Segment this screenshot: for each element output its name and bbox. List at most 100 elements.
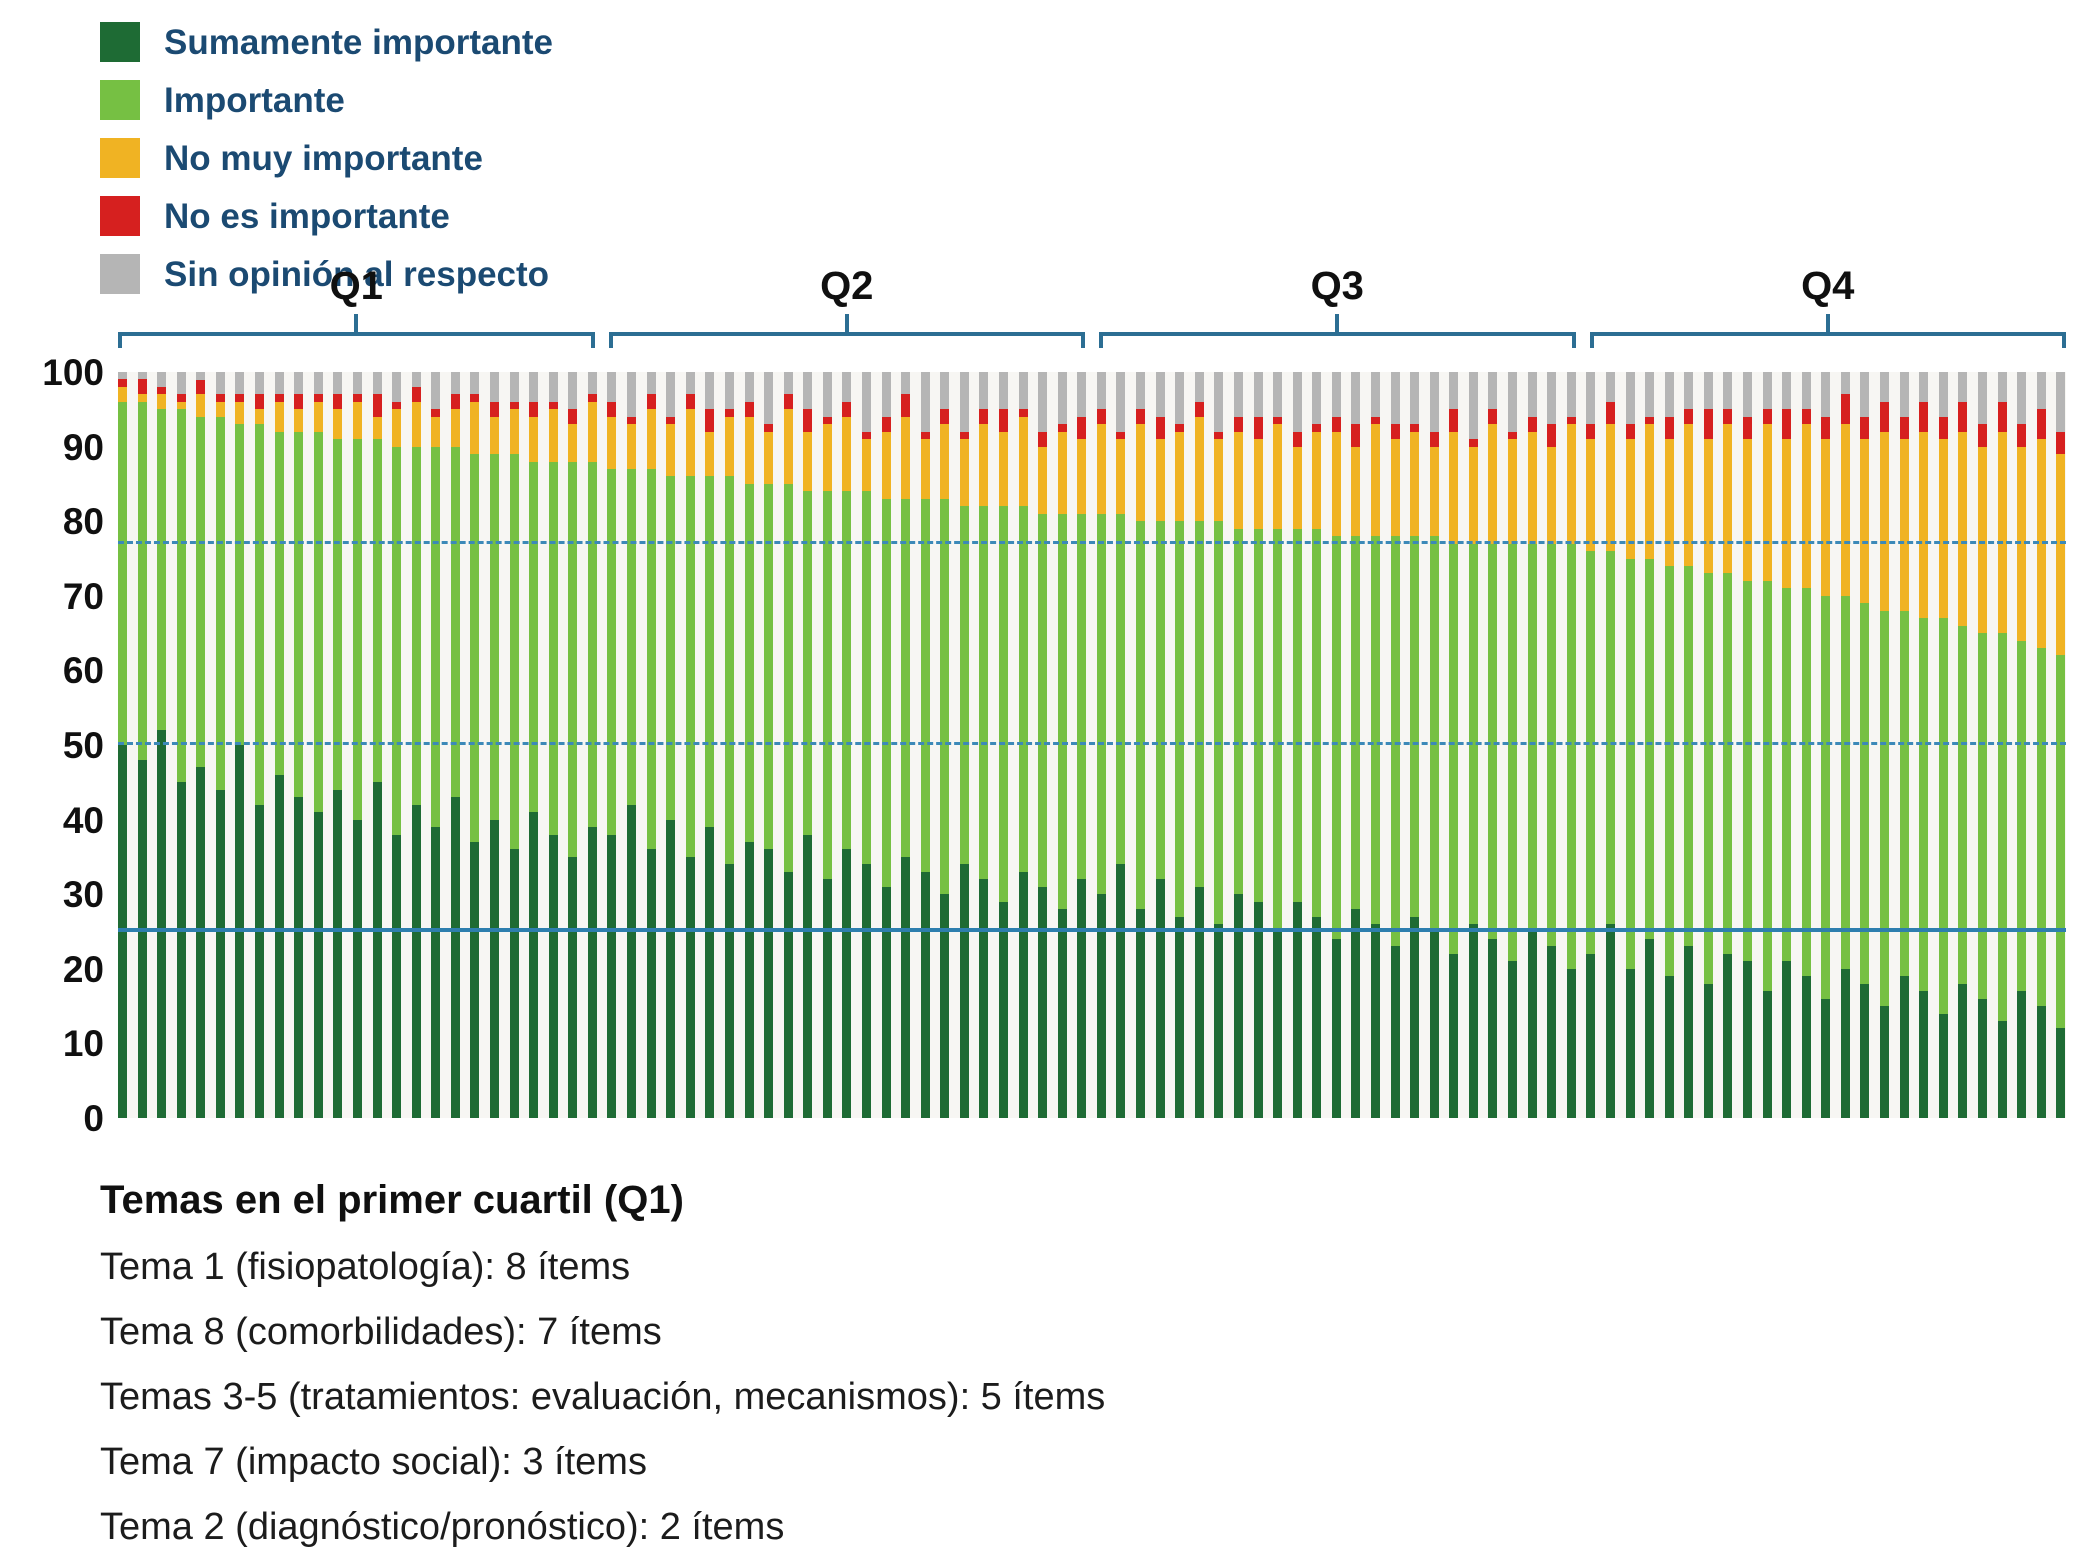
bar-segment	[1331, 431, 1341, 537]
bar-segment	[1410, 916, 1420, 1118]
bar-segment	[959, 864, 969, 1118]
bar-segment	[352, 439, 362, 820]
bar-segment	[1116, 513, 1126, 865]
stacked-bar	[1801, 372, 1811, 1118]
bar-segment	[529, 401, 539, 417]
bar-segment	[1508, 431, 1518, 440]
bar-segment	[881, 886, 891, 1118]
stacked-bar	[861, 372, 871, 1118]
bar-segment	[1547, 446, 1557, 544]
bar-segment	[352, 372, 362, 395]
bar-segment	[1273, 372, 1283, 417]
bar-segment	[1880, 610, 1890, 1007]
bar-segment	[1821, 372, 1831, 417]
bar-segment	[568, 409, 578, 425]
stacked-bar	[1605, 372, 1615, 1118]
legend-label: Sumamente importante	[164, 22, 553, 62]
bar-segment	[1958, 401, 1968, 432]
bar-segment	[1390, 946, 1400, 1118]
bar-segment	[1664, 565, 1674, 977]
stacked-bar	[1351, 372, 1361, 1118]
bar-segment	[118, 401, 127, 745]
bar-segment	[235, 745, 245, 1118]
stacked-bar	[881, 372, 891, 1118]
bar-segment	[372, 782, 382, 1118]
bar-segment	[1880, 1006, 1890, 1118]
bar-segment	[1351, 446, 1361, 537]
bar-segment	[1527, 416, 1537, 432]
bar-segment	[999, 901, 1009, 1118]
legend-label: No es importante	[164, 196, 450, 236]
legend-item: Sin opinión al respecto	[100, 254, 553, 294]
stacked-bar	[959, 372, 969, 1118]
bar-segment	[2056, 1028, 2066, 1118]
bar-segment	[1429, 536, 1439, 932]
bar-segment	[470, 841, 480, 1118]
bar-segment	[1410, 424, 1420, 432]
stacked-bar	[255, 372, 265, 1118]
bar-segment	[1801, 588, 1811, 977]
stacked-bar	[411, 372, 421, 1118]
bar-segment	[411, 372, 421, 387]
bar-segment	[627, 804, 637, 1118]
bar-segment	[744, 401, 754, 417]
bar-segment	[842, 416, 852, 492]
bar-segment	[1919, 431, 1929, 619]
bar-segment	[313, 394, 323, 402]
stacked-bar	[587, 372, 597, 1118]
bar-segment	[157, 730, 167, 1118]
bar-segment	[548, 461, 558, 835]
bar-segment	[1096, 424, 1106, 514]
bar-segment	[470, 454, 480, 842]
bar-segment	[724, 416, 734, 477]
bar-segment	[587, 461, 597, 828]
bar-segment	[333, 409, 343, 440]
bar-segment	[176, 409, 186, 783]
bar-segment	[744, 416, 754, 484]
stacked-bar	[509, 372, 519, 1118]
bar-segment	[861, 491, 871, 865]
bar-segment	[1214, 924, 1224, 1118]
stacked-bar	[724, 372, 734, 1118]
bar-segment	[1508, 543, 1518, 962]
bar-segment	[1273, 416, 1283, 425]
bar-segment	[255, 409, 265, 425]
bar-segment	[2056, 655, 2066, 1029]
bar-segment	[822, 372, 832, 417]
bar-segment	[1096, 372, 1106, 410]
bar-segment	[235, 401, 245, 425]
bar-segment	[2056, 454, 2066, 656]
bar-segment	[118, 386, 127, 402]
bar-segment	[979, 409, 989, 425]
bar-segment	[1018, 372, 1028, 410]
bar-segment	[137, 394, 147, 402]
y-tick-label: 100	[42, 352, 104, 393]
bar-segment	[842, 491, 852, 850]
bar-segment	[1057, 424, 1067, 432]
bar-segment	[1508, 961, 1518, 1118]
stacked-bar	[235, 372, 245, 1118]
stacked-bar	[470, 372, 480, 1118]
bar-segment	[1194, 372, 1204, 402]
bar-segment	[1194, 416, 1204, 522]
bar-segment	[1997, 633, 2007, 1022]
stacked-bar	[1742, 372, 1752, 1118]
bar-segment	[529, 416, 539, 462]
bar-segment	[215, 789, 225, 1118]
bar-segment	[509, 401, 519, 410]
bar-segment	[157, 409, 167, 731]
bar-segment	[842, 849, 852, 1118]
bar-segment	[1175, 424, 1185, 432]
bar-segment	[666, 372, 676, 417]
bar-segment	[705, 431, 715, 477]
stacked-bar	[1488, 372, 1498, 1118]
bar-segment	[1312, 916, 1322, 1118]
y-tick-label: 70	[62, 575, 104, 617]
bar-segment	[842, 401, 852, 417]
bar-segment	[1468, 439, 1478, 447]
bar-segment	[1684, 946, 1694, 1118]
bar-segment	[1723, 424, 1733, 574]
bar-segment	[822, 879, 832, 1118]
bar-segment	[1096, 409, 1106, 425]
bar-segment	[372, 394, 382, 417]
